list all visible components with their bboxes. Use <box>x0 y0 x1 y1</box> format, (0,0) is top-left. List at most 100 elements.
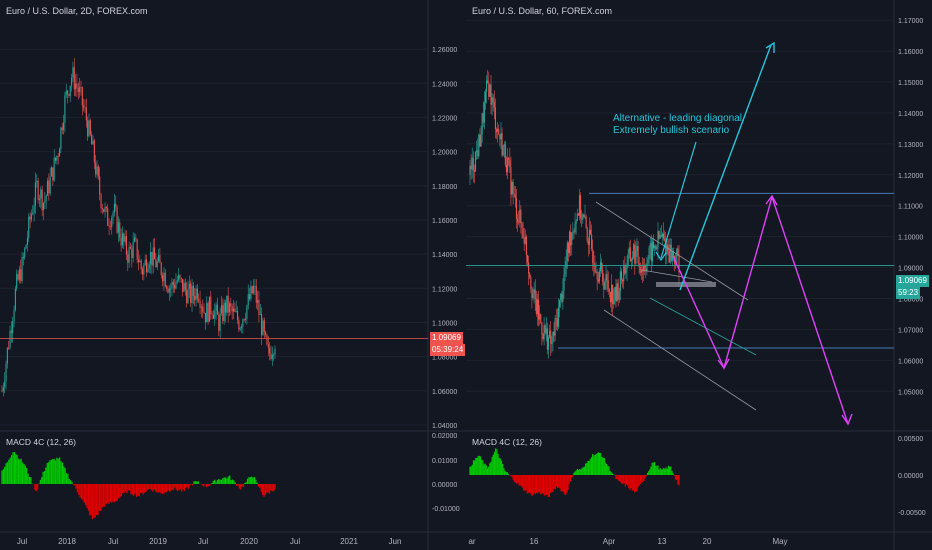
macd-bar <box>268 484 271 494</box>
candle-body <box>151 251 153 266</box>
candle-body <box>591 234 593 250</box>
candle-body <box>545 328 547 334</box>
macd-bar <box>483 464 485 475</box>
macd-bar <box>581 467 583 475</box>
candle-body <box>223 302 225 321</box>
macd-bar <box>601 456 603 475</box>
macd-bar <box>237 484 239 486</box>
macd-axis-label: -0.00500 <box>898 510 926 517</box>
macd-bar <box>112 484 114 502</box>
candle-body <box>480 134 482 147</box>
candle-body <box>499 134 501 140</box>
candle-body <box>172 281 174 286</box>
macd-bar <box>109 484 112 502</box>
candle-body <box>483 102 485 123</box>
candle-body <box>504 144 506 165</box>
macd-bar <box>620 475 622 483</box>
macd-bar <box>553 475 555 489</box>
macd-bar <box>193 481 195 484</box>
candle-body <box>675 263 677 265</box>
candle-body <box>156 261 158 268</box>
macd-bar <box>625 475 628 485</box>
right-chart-pane[interactable]: 1.17000 1.16000 1.15000 1.14000 1.13000 1.120… <box>466 0 932 550</box>
time-axis-label: Jul <box>198 537 208 546</box>
macd-bar <box>555 475 558 487</box>
macd-bar <box>149 484 151 489</box>
candle-body <box>521 223 523 228</box>
candle-body <box>207 302 209 322</box>
macd-bar <box>130 484 132 494</box>
time-axis-label: Jul <box>290 537 300 546</box>
macd-bar <box>485 465 487 475</box>
candle-body <box>155 259 157 268</box>
macd-bar <box>587 460 589 475</box>
candle-body <box>522 227 524 239</box>
left-chart-pane[interactable]: 1.26000 1.24000 1.22000 1.20000 1.18000 1.160… <box>0 0 466 550</box>
candle-body <box>178 275 180 281</box>
candle-body <box>649 243 651 248</box>
candle-body <box>574 223 576 233</box>
macd-bar <box>525 475 527 491</box>
macd-bar <box>530 475 532 494</box>
candle-body <box>92 140 94 145</box>
macd-bar <box>671 470 673 475</box>
left-chart-canvas[interactable]: 1.26000 1.24000 1.22000 1.20000 1.18000 1.160… <box>0 0 466 550</box>
candle-body <box>247 294 249 306</box>
macd-bar <box>216 479 219 484</box>
candle-body <box>175 281 177 289</box>
candle-body <box>669 244 671 263</box>
candle-body <box>234 308 236 312</box>
macd-bar <box>89 484 91 516</box>
candle-body <box>141 269 144 275</box>
candle-body <box>497 128 499 132</box>
candle-body <box>502 146 504 156</box>
candle-body <box>588 229 590 245</box>
macd-bar <box>85 484 87 506</box>
candle-body <box>559 299 561 308</box>
macd-bar <box>182 484 184 490</box>
macd-bar <box>498 457 500 475</box>
candle-body <box>101 208 103 209</box>
macd-bar <box>541 475 543 494</box>
candle-body <box>254 285 256 287</box>
macd-bar <box>97 484 99 515</box>
macd-bar <box>69 480 72 484</box>
macd-bar <box>644 475 646 478</box>
macd-bar <box>82 484 84 501</box>
macd-bar <box>618 475 621 482</box>
candle-body <box>13 310 15 322</box>
macd-bar <box>496 449 498 475</box>
candle-body <box>540 314 542 323</box>
candle-body <box>14 288 16 311</box>
candle-body <box>128 246 130 263</box>
candle-body <box>595 271 597 273</box>
candle-body <box>120 237 122 246</box>
macd-bar <box>616 475 618 480</box>
right-chart-canvas[interactable]: 1.17000 1.16000 1.15000 1.14000 1.13000 1.120… <box>466 0 932 550</box>
candle-body <box>30 214 32 220</box>
macd-bar <box>16 454 18 484</box>
macd-bar <box>37 484 39 489</box>
macd-bar <box>167 484 169 491</box>
macd-bar <box>161 484 164 495</box>
candle-body <box>164 272 166 287</box>
candle-body <box>230 303 232 307</box>
candle-body <box>615 286 617 302</box>
candle-body <box>147 268 149 273</box>
macd-bar <box>521 475 524 488</box>
macd-bar <box>484 463 486 475</box>
macd-bar <box>238 484 240 489</box>
candle-body <box>637 246 639 264</box>
macd-bar <box>673 475 675 476</box>
candle-body <box>602 269 604 282</box>
macd-bar <box>153 484 155 490</box>
candle-body <box>634 244 636 264</box>
macd-bar <box>163 484 165 494</box>
macd-bar <box>637 475 639 488</box>
macd-bar <box>560 475 562 492</box>
macd-bar <box>211 483 213 484</box>
candle-body <box>149 251 152 265</box>
candle-body <box>469 165 471 175</box>
price-axis-label: 1.06000 <box>432 389 457 396</box>
candle-body <box>619 271 621 292</box>
